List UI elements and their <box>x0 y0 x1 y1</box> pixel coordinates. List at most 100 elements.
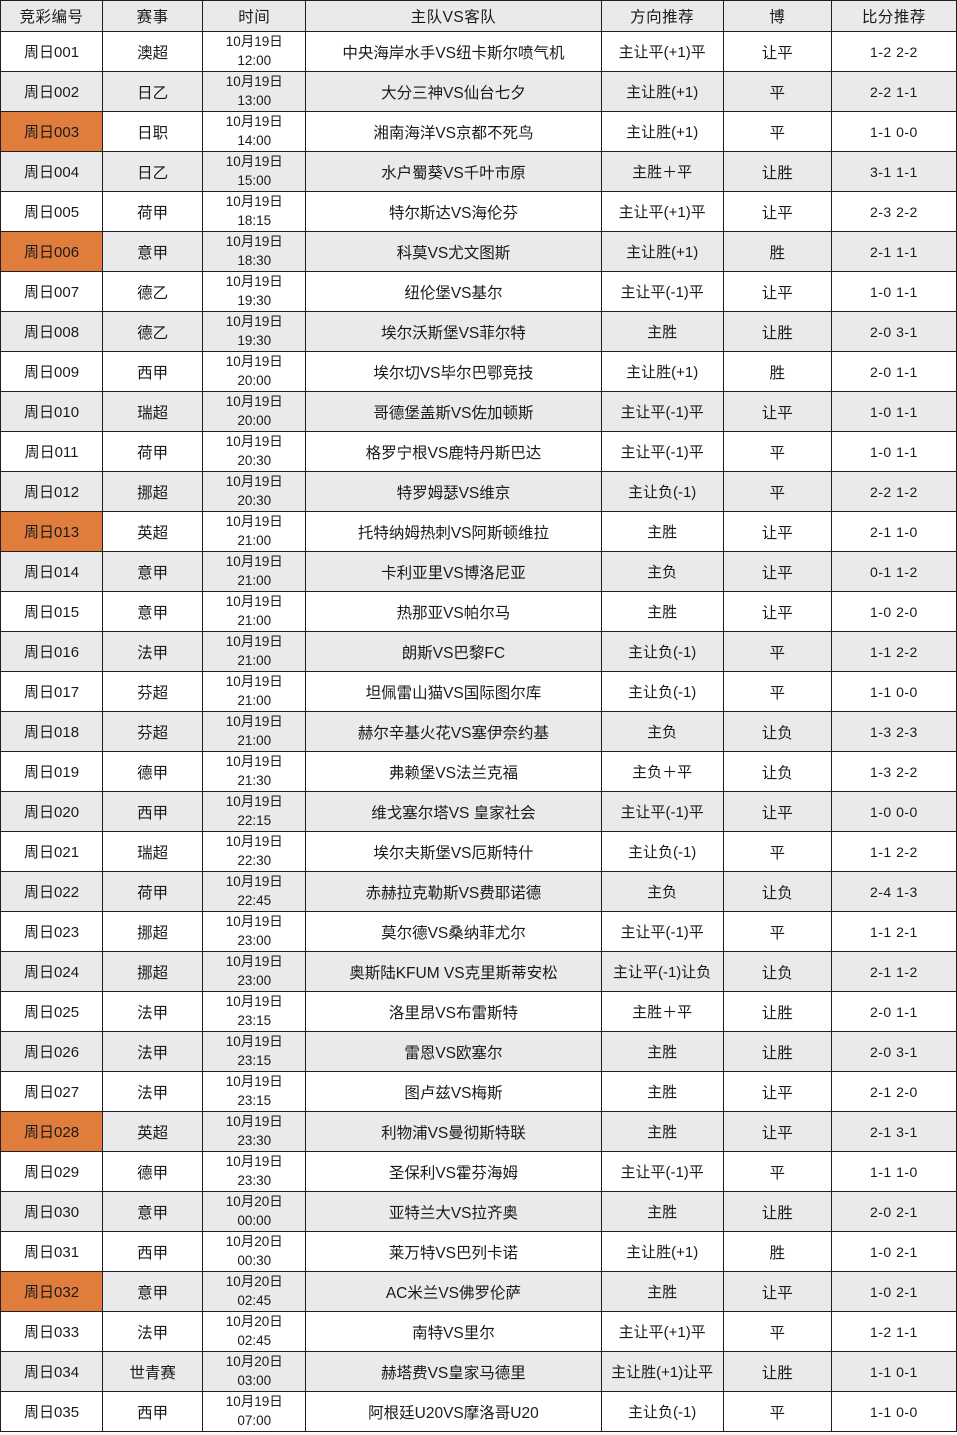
cell-match-name[interactable]: 利物浦VS曼彻斯特联 <box>305 1111 602 1152</box>
cell-match-no[interactable]: 周日003 <box>0 111 104 152</box>
cell-match-name[interactable]: 洛里昂VS布雷斯特 <box>305 991 602 1032</box>
cell-match-no[interactable]: 周日032 <box>0 1271 104 1312</box>
table-row[interactable]: 周日028 英超 10月19日 23:30 利物浦VS曼彻斯特联 主胜 让平 2-1 3-1 <box>0 1111 957 1152</box>
table-row[interactable]: 周日030 意甲 10月20日 00:00 亚特兰大VS拉齐奥 主胜 让胜 2-0 2-1 <box>0 1191 957 1232</box>
cell-match-name[interactable]: 特罗姆瑟VS维京 <box>305 471 602 512</box>
table-row[interactable]: 周日016 法甲 10月19日 21:00 朗斯VS巴黎FC 主让负(-1) 平 1-1 2-… <box>0 631 957 672</box>
cell-match-no[interactable]: 周日028 <box>0 1111 104 1152</box>
cell-match-name[interactable]: 圣保利VS霍芬海姆 <box>305 1151 602 1192</box>
table-row[interactable]: 周日026 法甲 10月19日 23:15 雷恩VS欧塞尔 主胜 让胜 2-0 3-1 <box>0 1031 957 1072</box>
table-row[interactable]: 周日003 日职 10月19日 14:00 湘南海洋VS京都不死鸟 主让胜(+1) 平 1-1… <box>0 111 957 152</box>
table-row[interactable]: 周日001 澳超 10月19日 12:00 中央海岸水手VS纽卡斯尔喷气机 主让平(+1)… <box>0 31 957 72</box>
cell-match-name[interactable]: 朗斯VS巴黎FC <box>305 631 602 672</box>
cell-match-name[interactable]: AC米兰VS佛罗伦萨 <box>305 1271 602 1312</box>
cell-match-name[interactable]: 热那亚VS帕尔马 <box>305 591 602 632</box>
cell-match-name[interactable]: 坦佩雷山猫VS国际图尔库 <box>305 671 602 712</box>
cell-match-name[interactable]: 维戈塞尔塔VS 皇家社会 <box>305 791 602 832</box>
table-row[interactable]: 周日004 日乙 10月19日 15:00 水户蜀葵VS千叶市原 主胜＋平 让胜 3-1 1-… <box>0 151 957 192</box>
cell-match-no[interactable]: 周日014 <box>0 551 104 592</box>
table-row[interactable]: 周日029 德甲 10月19日 23:30 圣保利VS霍芬海姆 主让平(-1)平平 1-1 … <box>0 1151 957 1192</box>
table-row[interactable]: 周日006 意甲 10月19日 18:30 科莫VS尤文图斯 主让胜(+1) 胜 2-1 1-… <box>0 231 957 272</box>
table-row[interactable]: 周日025 法甲 10月19日 23:15 洛里昂VS布雷斯特 主胜＋平 让胜 2-0 1-1 <box>0 991 957 1032</box>
cell-match-no[interactable]: 周日008 <box>0 311 104 352</box>
table-row[interactable]: 周日034 世青赛 10月20日 03:00 赫塔费VS皇家马德里 主让胜(+1)让平 让胜… <box>0 1351 957 1392</box>
cell-match-name[interactable]: 中央海岸水手VS纽卡斯尔喷气机 <box>305 31 602 72</box>
cell-match-no[interactable]: 周日021 <box>0 831 104 872</box>
table-row[interactable]: 周日015 意甲 10月19日 21:00 热那亚VS帕尔马 主胜 让平 1-0 2-0 <box>0 591 957 632</box>
cell-match-name[interactable]: 阿根廷U20VS摩洛哥U20 <box>305 1391 602 1432</box>
cell-match-no[interactable]: 周日012 <box>0 471 104 512</box>
cell-match-no[interactable]: 周日016 <box>0 631 104 672</box>
table-row[interactable]: 周日011 荷甲 10月19日 20:30 格罗宁根VS鹿特丹斯巴达 主让平(-1)平平 1… <box>0 431 957 472</box>
cell-match-no[interactable]: 周日001 <box>0 31 104 72</box>
cell-match-name[interactable]: 埃尔夫斯堡VS厄斯特什 <box>305 831 602 872</box>
cell-match-name[interactable]: 亚特兰大VS拉齐奥 <box>305 1191 602 1232</box>
cell-match-no[interactable]: 周日002 <box>0 71 104 112</box>
cell-match-no[interactable]: 周日034 <box>0 1351 104 1392</box>
cell-match-no[interactable]: 周日007 <box>0 271 104 312</box>
cell-match-name[interactable]: 赤赫拉克勒斯VS费耶诺德 <box>305 871 602 912</box>
table-row[interactable]: 周日018 芬超 10月19日 21:00 赫尔辛基火花VS塞伊奈约基 主负 让负 1-3 2… <box>0 711 957 752</box>
table-row[interactable]: 周日021 瑞超 10月19日 22:30 埃尔夫斯堡VS厄斯特什 主让负(-1) 平 1-1… <box>0 831 957 872</box>
cell-match-no[interactable]: 周日025 <box>0 991 104 1032</box>
cell-match-no[interactable]: 周日024 <box>0 951 104 992</box>
table-row[interactable]: 周日002 日乙 10月19日 13:00 大分三神VS仙台七夕 主让胜(+1) 平 2-2 … <box>0 71 957 112</box>
cell-match-no[interactable]: 周日035 <box>0 1391 104 1432</box>
cell-match-no[interactable]: 周日019 <box>0 751 104 792</box>
cell-match-name[interactable]: 雷恩VS欧塞尔 <box>305 1031 602 1072</box>
cell-match-no[interactable]: 周日017 <box>0 671 104 712</box>
table-row[interactable]: 周日012 挪超 10月19日 20:30 特罗姆瑟VS维京 主让负(-1) 平 2-2 1-… <box>0 471 957 512</box>
table-row[interactable]: 周日027 法甲 10月19日 23:15 图卢兹VS梅斯 主胜 让平 2-1 2-0 <box>0 1071 957 1112</box>
cell-match-no[interactable]: 周日027 <box>0 1071 104 1112</box>
cell-match-name[interactable]: 纽伦堡VS基尔 <box>305 271 602 312</box>
cell-match-name[interactable]: 埃尔切VS毕尔巴鄂竞技 <box>305 351 602 392</box>
table-row[interactable]: 周日010 瑞超 10月19日 20:00 哥德堡盖斯VS佐加顿斯 主让平(-1)平 让平 1… <box>0 391 957 432</box>
table-row[interactable]: 周日008 德乙 10月19日 19:30 埃尔沃斯堡VS菲尔特 主胜 让胜 2-0 3-1 <box>0 311 957 352</box>
table-row[interactable]: 周日035 西甲 10月19日 07:00 阿根廷U20VS摩洛哥U20 主让负(-1) 平… <box>0 1391 957 1432</box>
cell-match-no[interactable]: 周日010 <box>0 391 104 432</box>
cell-match-name[interactable]: 科莫VS尤文图斯 <box>305 231 602 272</box>
cell-match-name[interactable]: 哥德堡盖斯VS佐加顿斯 <box>305 391 602 432</box>
table-row[interactable]: 周日009 西甲 10月19日 20:00 埃尔切VS毕尔巴鄂竞技 主让胜(+1) 胜 2-0… <box>0 351 957 392</box>
cell-match-name[interactable]: 赫尔辛基火花VS塞伊奈约基 <box>305 711 602 752</box>
cell-match-name[interactable]: 托特纳姆热刺VS阿斯顿维拉 <box>305 511 602 552</box>
table-row[interactable]: 周日005 荷甲 10月19日 18:15 特尔斯达VS海伦芬 主让平(+1)平 让平 2-3… <box>0 191 957 232</box>
cell-match-name[interactable]: 莱万特VS巴列卡诺 <box>305 1231 602 1272</box>
table-row[interactable]: 周日024 挪超 10月19日 23:00 奥斯陆KFUM VS克里斯蒂安松 主让平(-1… <box>0 951 957 992</box>
cell-match-no[interactable]: 周日013 <box>0 511 104 552</box>
cell-match-name[interactable]: 莫尔德VS桑纳菲尤尔 <box>305 911 602 952</box>
cell-match-name[interactable]: 埃尔沃斯堡VS菲尔特 <box>305 311 602 352</box>
table-row[interactable]: 周日019 德甲 10月19日 21:30 弗赖堡VS法兰克福 主负＋平 让负 1-3 2-2 <box>0 751 957 792</box>
cell-match-name[interactable]: 弗赖堡VS法兰克福 <box>305 751 602 792</box>
cell-match-no[interactable]: 周日009 <box>0 351 104 392</box>
cell-match-name[interactable]: 格罗宁根VS鹿特丹斯巴达 <box>305 431 602 472</box>
table-row[interactable]: 周日033 法甲 10月20日 02:45 南特VS里尔 主让平(+1)平平 1-2 1-1 <box>0 1311 957 1352</box>
cell-match-no[interactable]: 周日023 <box>0 911 104 952</box>
cell-match-name[interactable]: 卡利亚里VS博洛尼亚 <box>305 551 602 592</box>
table-row[interactable]: 周日007 德乙 10月19日 19:30 纽伦堡VS基尔 主让平(-1)平 让平 1-0 1… <box>0 271 957 312</box>
cell-match-no[interactable]: 周日005 <box>0 191 104 232</box>
cell-match-no[interactable]: 周日015 <box>0 591 104 632</box>
cell-match-no[interactable]: 周日006 <box>0 231 104 272</box>
cell-match-no[interactable]: 周日030 <box>0 1191 104 1232</box>
table-row[interactable]: 周日013 英超 10月19日 21:00 托特纳姆热刺VS阿斯顿维拉 主胜 让平 2-1 1… <box>0 511 957 552</box>
cell-match-name[interactable]: 奥斯陆KFUM VS克里斯蒂安松 <box>305 951 602 992</box>
cell-match-name[interactable]: 湘南海洋VS京都不死鸟 <box>305 111 602 152</box>
cell-match-no[interactable]: 周日011 <box>0 431 104 472</box>
table-row[interactable]: 周日022 荷甲 10月19日 22:45 赤赫拉克勒斯VS费耶诺德 主负 让负 2-4 1-… <box>0 871 957 912</box>
table-row[interactable]: 周日023 挪超 10月19日 23:00 莫尔德VS桑纳菲尤尔 主让平(-1)平平 1-1… <box>0 911 957 952</box>
table-row[interactable]: 周日017 芬超 10月19日 21:00 坦佩雷山猫VS国际图尔库 主让负(-1) 平 1-… <box>0 671 957 712</box>
cell-match-name[interactable]: 赫塔费VS皇家马德里 <box>305 1351 602 1392</box>
cell-match-no[interactable]: 周日033 <box>0 1311 104 1352</box>
cell-match-no[interactable]: 周日022 <box>0 871 104 912</box>
cell-match-no[interactable]: 周日020 <box>0 791 104 832</box>
cell-match-no[interactable]: 周日018 <box>0 711 104 752</box>
cell-match-name[interactable]: 特尔斯达VS海伦芬 <box>305 191 602 232</box>
cell-match-name[interactable]: 图卢兹VS梅斯 <box>305 1071 602 1112</box>
cell-match-name[interactable]: 南特VS里尔 <box>305 1311 602 1352</box>
table-row[interactable]: 周日032 意甲 10月20日 02:45 AC米兰VS佛罗伦萨 主胜 让平 1-0 2-1 <box>0 1271 957 1312</box>
table-row[interactable]: 周日020 西甲 10月19日 22:15 维戈塞尔塔VS 皇家社会 主让平(-1)平 让平… <box>0 791 957 832</box>
table-row[interactable]: 周日014 意甲 10月19日 21:00 卡利亚里VS博洛尼亚 主负 让平 0-1 1-2 <box>0 551 957 592</box>
cell-match-no[interactable]: 周日031 <box>0 1231 104 1272</box>
table-row[interactable]: 周日031 西甲 10月20日 00:30 莱万特VS巴列卡诺 主让胜(+1) 胜 1-0 2… <box>0 1231 957 1272</box>
